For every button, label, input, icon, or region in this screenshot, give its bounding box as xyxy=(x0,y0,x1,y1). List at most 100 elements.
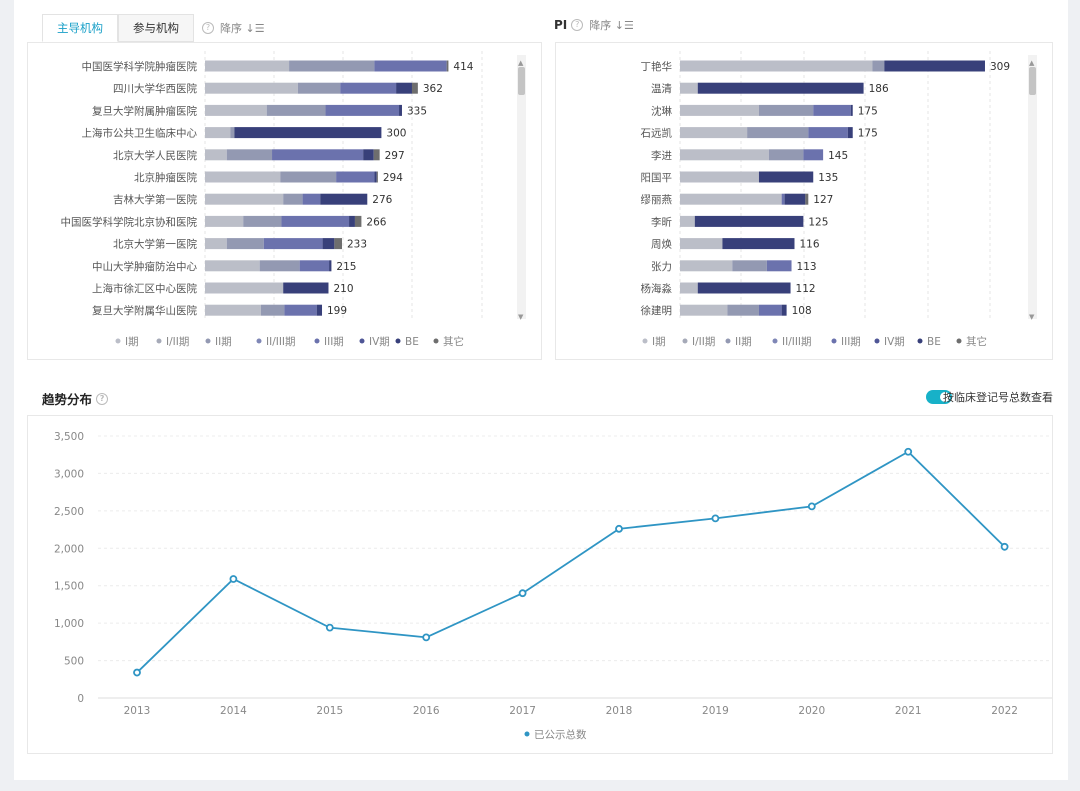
bar-total-label: 108 xyxy=(792,305,812,317)
bar-segment-II-phase xyxy=(226,238,264,250)
legend-marker-BE xyxy=(395,338,401,344)
bar-segment-BE xyxy=(697,82,864,94)
bar-segment-其它 xyxy=(376,171,378,183)
bar-total-label: 145 xyxy=(828,150,848,162)
category-label: 上海市公共卫生临床中心 xyxy=(82,127,198,140)
category-label: 徐建明 xyxy=(641,304,673,317)
bar-segment-I-phase xyxy=(205,60,290,72)
bar-segment-II-phase xyxy=(872,60,885,72)
bar-segment-III-phase xyxy=(340,82,397,94)
legend-marker xyxy=(524,731,530,737)
bar-segment-III-phase xyxy=(808,127,848,139)
x-tick-label: 2016 xyxy=(413,705,440,717)
bar-segment-BE xyxy=(329,260,332,272)
legend-marker-III-phase xyxy=(831,338,837,344)
help-icon[interactable]: ? xyxy=(202,22,214,34)
bar-segment-I-phase xyxy=(680,82,698,94)
bar-total-label: 309 xyxy=(990,61,1010,73)
legend-marker-I-phase xyxy=(642,338,648,344)
scroll-down-icon: ▼ xyxy=(518,313,524,321)
legend-label-II-phase: II期 xyxy=(215,336,232,348)
help-icon[interactable]: ? xyxy=(96,392,109,405)
bar-segment-BE xyxy=(396,82,412,94)
legend-marker-II-phase xyxy=(205,338,211,344)
bar-segment-II-phase xyxy=(727,304,759,316)
bar-segment-III-phase xyxy=(299,260,330,272)
legend-marker-IV-phase xyxy=(874,338,880,344)
bar-segment-BE xyxy=(363,149,374,161)
toggle-label: 按临床登记号总数查看 xyxy=(943,391,1053,404)
bar-total-label: 294 xyxy=(383,172,403,184)
legend-marker-IV-phase xyxy=(359,338,365,344)
category-label: 复旦大学附属肿瘤医院 xyxy=(92,104,197,117)
category-label: 张力 xyxy=(651,260,672,273)
bar-segment-II-phase xyxy=(768,149,804,161)
category-label: 阳国平 xyxy=(641,172,673,184)
tab-participating-institution[interactable]: 参与机构 xyxy=(118,14,194,42)
bar-segment-II-phase xyxy=(226,149,273,161)
bar-segment-其它 xyxy=(411,82,418,94)
category-label: 四川大学华西医院 xyxy=(113,82,197,95)
bar-segment-I-phase xyxy=(680,238,723,250)
bar-segment-其它 xyxy=(805,193,809,205)
x-tick-label: 2021 xyxy=(895,705,922,717)
y-tick-label: 1,000 xyxy=(54,618,84,630)
bar-segment-BE xyxy=(784,193,806,205)
legend-label-I-phase: I期 xyxy=(652,336,666,348)
bar-segment-其它 xyxy=(373,149,380,161)
bar-total-label: 112 xyxy=(796,283,816,295)
legend-label-II-phase: II期 xyxy=(735,336,752,348)
legend-marker-II-III-phase xyxy=(256,338,262,344)
bar-segment-II-phase xyxy=(230,127,235,139)
bar-segment-II-phase xyxy=(283,193,303,205)
legend-label-其它: 其它 xyxy=(966,335,987,348)
sort-icon: ↓☰ xyxy=(245,22,265,35)
bar-segment-III-phase xyxy=(325,104,400,116)
bar-segment-BE xyxy=(850,104,853,116)
bar-total-label: 297 xyxy=(385,150,405,162)
legend-marker-II-phase xyxy=(725,338,731,344)
toggle-knob xyxy=(940,392,950,402)
bar-segment-III-phase xyxy=(284,304,317,316)
bar-segment-I-phase xyxy=(205,260,260,272)
bar-segment-III-phase xyxy=(803,149,824,161)
bar-segment-II-phase xyxy=(289,60,375,72)
data-point xyxy=(615,524,623,533)
category-label: 沈琳 xyxy=(651,104,672,117)
legend-label: 已公示总数 xyxy=(534,728,587,741)
bar-total-label: 199 xyxy=(327,305,347,317)
data-point xyxy=(904,447,913,456)
x-tick-label: 2017 xyxy=(509,705,536,717)
sort-desc-button[interactable]: 降序 ↓☰ xyxy=(589,17,634,33)
data-point xyxy=(422,633,431,642)
bar-segment-BE xyxy=(374,171,377,183)
legend-label-III-phase: III期 xyxy=(324,336,344,348)
bar-segment-II-phase xyxy=(758,104,814,116)
legend-label-III-phase: III期 xyxy=(841,336,861,348)
legend-marker-其它 xyxy=(956,338,962,344)
legend-marker-III-phase xyxy=(314,338,320,344)
y-tick-label: 3,500 xyxy=(54,431,84,443)
bar-segment-II-phase xyxy=(260,304,285,316)
bar-segment-III-phase xyxy=(272,149,364,161)
sort-desc-button[interactable]: 降序 ↓☰ xyxy=(220,20,265,36)
toggle-switch[interactable] xyxy=(926,390,952,404)
bar-total-label: 186 xyxy=(869,83,889,95)
bar-segment-BE xyxy=(234,127,382,139)
bar-segment-I-phase xyxy=(680,215,695,227)
category-label: 中国医学科学院北京协和医院 xyxy=(61,215,198,228)
tab-lead-institution[interactable]: 主导机构 xyxy=(42,14,118,42)
bar-segment-BE xyxy=(320,193,368,205)
bar-segment-I-phase xyxy=(205,104,267,116)
bar-segment-II-phase xyxy=(243,215,282,227)
category-label: 复旦大学附属华山医院 xyxy=(92,304,197,317)
help-icon[interactable]: ? xyxy=(571,19,584,31)
bar-total-label: 215 xyxy=(336,261,356,273)
y-tick-label: 1,500 xyxy=(54,581,84,593)
bar-segment-I-phase xyxy=(680,171,759,183)
category-label: 北京大学第一医院 xyxy=(113,238,197,251)
bar-total-label: 175 xyxy=(858,105,878,117)
bar-segment-BE xyxy=(316,304,323,316)
data-point xyxy=(711,514,720,523)
bar-segment-其它 xyxy=(446,60,449,72)
